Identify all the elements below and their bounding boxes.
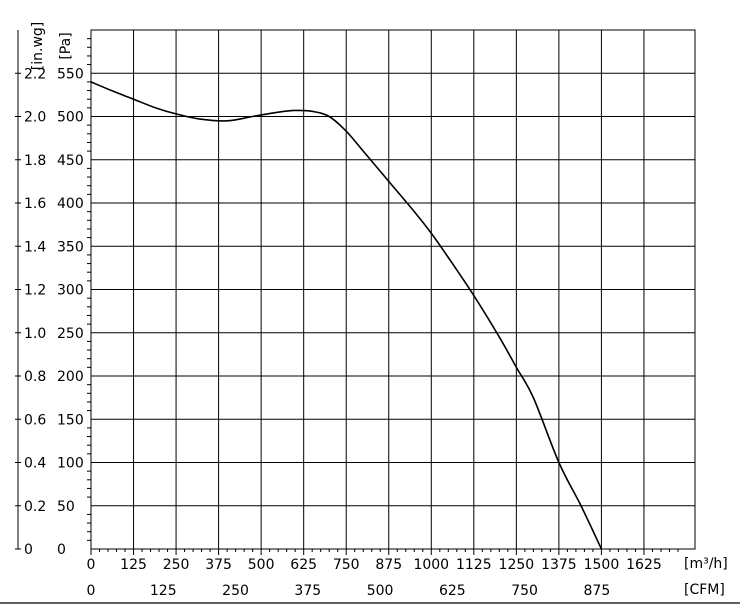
y-tick-label-pa: 50 xyxy=(57,499,75,515)
x-tick-label-secondary: 250 xyxy=(222,583,249,599)
y-unit-left: [in.wg] xyxy=(30,22,46,70)
y-tick-label-pa: 550 xyxy=(57,66,84,82)
x-tick-label-primary: 1625 xyxy=(626,557,662,573)
y-tick-label-pa: 100 xyxy=(57,456,84,472)
y-tick-label-pa: 500 xyxy=(57,110,84,126)
y-tick-label-pa: 300 xyxy=(57,283,84,299)
x-tick-label-primary: 1250 xyxy=(499,557,535,573)
x-tick-label-secondary: 0 xyxy=(87,583,96,599)
x-tick-label-primary: 0 xyxy=(87,557,96,573)
y-tick-label-pa: 200 xyxy=(57,369,84,385)
x-tick-label-primary: 250 xyxy=(163,557,190,573)
y-tick-label-pa: 350 xyxy=(57,239,84,255)
y-tick-label-inwg: 2.0 xyxy=(24,110,46,126)
x-tick-label-primary: 875 xyxy=(375,557,402,573)
y-tick-label-pa: 0 xyxy=(57,542,66,558)
x-tick-label-secondary: 375 xyxy=(294,583,321,599)
x-tick-label-secondary: 125 xyxy=(150,583,177,599)
y-tick-label-pa: 150 xyxy=(57,412,84,428)
x-tick-label-primary: 1500 xyxy=(584,557,620,573)
x-tick-label-secondary: 875 xyxy=(584,583,611,599)
y-tick-label-inwg: 0.4 xyxy=(24,456,46,472)
series-line xyxy=(90,81,603,550)
y-tick-label-pa: 450 xyxy=(57,153,84,169)
y-tick-label-inwg: 0.2 xyxy=(24,499,46,515)
y-tick-label-inwg: 2.2 xyxy=(24,66,46,82)
y-tick-label-inwg: 0 xyxy=(24,542,33,558)
x-tick-label-primary: 500 xyxy=(248,557,275,573)
tick-labels: 0 125 250 375 500 625 750 875 1000 1125 1250 1375 15… xyxy=(24,66,662,599)
x-tick-label-primary: 1125 xyxy=(456,557,492,573)
x-tick-label-primary: 625 xyxy=(290,557,317,573)
y-tick-label-inwg: 1.4 xyxy=(24,239,46,255)
y-tick-label-inwg: 1.8 xyxy=(24,153,46,169)
x-tick-label-primary: 750 xyxy=(333,557,360,573)
y-tick-label-inwg: 1.6 xyxy=(24,196,46,212)
x-tick-label-primary: 1375 xyxy=(541,557,577,573)
y-tick-label-pa: 400 xyxy=(57,196,84,212)
tick-marks xyxy=(15,30,679,555)
x-tick-label-primary: 1000 xyxy=(413,557,449,573)
y-tick-label-inwg: 0.6 xyxy=(24,412,46,428)
x-tick-label-secondary: 625 xyxy=(439,583,466,599)
x-unit-secondary: [CFM] xyxy=(684,582,725,598)
y-tick-label-inwg: 0.8 xyxy=(24,369,46,385)
y-tick-label-pa: 250 xyxy=(57,326,84,342)
y-tick-label-inwg: 1.2 xyxy=(24,283,46,299)
x-unit-primary: [m³/h] xyxy=(684,556,728,572)
x-tick-label-secondary: 750 xyxy=(511,583,538,599)
x-tick-label-secondary: 500 xyxy=(367,583,394,599)
y-unit-right: [Pa] xyxy=(58,32,74,59)
x-tick-label-primary: 125 xyxy=(120,557,147,573)
y-tick-label-inwg: 1.0 xyxy=(24,326,46,342)
x-tick-label-primary: 375 xyxy=(205,557,232,573)
grid xyxy=(90,29,696,550)
